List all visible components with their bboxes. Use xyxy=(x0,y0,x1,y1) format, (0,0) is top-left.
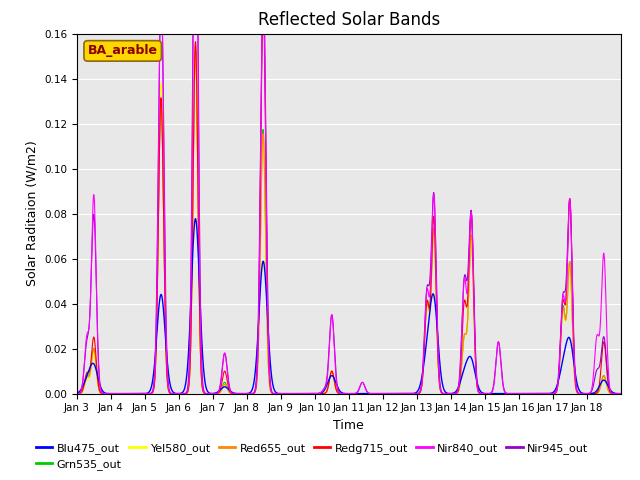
Nir840_out xyxy=(73,391,81,396)
Grn535_out xyxy=(502,391,509,396)
Blu475_out xyxy=(617,391,625,396)
Yel580_out xyxy=(191,52,199,58)
Text: BA_arable: BA_arable xyxy=(88,44,157,58)
Redg715_out xyxy=(184,387,192,393)
Red655_out xyxy=(617,391,625,396)
Yel580_out xyxy=(419,374,426,380)
Line: Red655_out: Red655_out xyxy=(77,50,621,394)
Yel580_out xyxy=(184,387,192,393)
Blu475_out xyxy=(502,391,509,396)
Line: Grn535_out: Grn535_out xyxy=(77,46,621,394)
Grn535_out xyxy=(534,391,542,396)
Red655_out xyxy=(184,387,192,393)
Nir945_out xyxy=(534,391,542,396)
Blu475_out xyxy=(376,391,383,396)
Line: Redg715_out: Redg715_out xyxy=(77,5,621,394)
Y-axis label: Solar Raditaion (W/m2): Solar Raditaion (W/m2) xyxy=(26,141,38,287)
Grn535_out xyxy=(376,391,383,396)
Blu475_out xyxy=(73,390,81,396)
Grn535_out xyxy=(191,43,199,49)
Nir840_out xyxy=(502,390,509,396)
Redg715_out xyxy=(467,213,474,218)
Grn535_out xyxy=(184,387,192,393)
Nir945_out xyxy=(184,378,192,384)
Line: Yel580_out: Yel580_out xyxy=(77,55,621,394)
Nir840_out xyxy=(534,391,542,396)
Line: Nir840_out: Nir840_out xyxy=(77,0,621,394)
Blu475_out xyxy=(191,216,199,222)
Blu475_out xyxy=(611,390,619,396)
Line: Nir945_out: Nir945_out xyxy=(77,0,621,394)
Nir945_out xyxy=(123,391,131,396)
Nir945_out xyxy=(502,389,509,395)
Yel580_out xyxy=(611,391,619,396)
Yel580_out xyxy=(376,391,383,396)
Blu475_out xyxy=(534,391,542,396)
Yel580_out xyxy=(73,391,81,396)
Yel580_out xyxy=(617,391,625,396)
Redg715_out xyxy=(502,391,509,396)
Blu475_out xyxy=(184,355,192,360)
Redg715_out xyxy=(259,2,267,8)
Red655_out xyxy=(376,391,383,396)
Yel580_out xyxy=(467,240,474,246)
Nir840_out xyxy=(467,212,474,218)
Red655_out xyxy=(73,391,81,396)
Nir945_out xyxy=(617,391,625,396)
Red655_out xyxy=(611,391,619,396)
Title: Reflected Solar Bands: Reflected Solar Bands xyxy=(258,11,440,29)
Blu475_out xyxy=(467,354,474,360)
Nir840_out xyxy=(617,391,625,396)
Redg715_out xyxy=(617,391,625,396)
Blu475_out xyxy=(419,369,426,375)
Yel580_out xyxy=(502,391,509,396)
Grn535_out xyxy=(611,391,619,396)
Red655_out xyxy=(467,236,474,241)
Legend: Blu475_out, Grn535_out, Yel580_out, Red655_out, Redg715_out, Nir840_out, Nir945_: Blu475_out, Grn535_out, Yel580_out, Red6… xyxy=(31,438,593,474)
Redg715_out xyxy=(611,391,619,396)
Redg715_out xyxy=(73,391,81,396)
Redg715_out xyxy=(376,391,383,396)
Line: Blu475_out: Blu475_out xyxy=(77,219,621,394)
Grn535_out xyxy=(617,391,625,396)
Redg715_out xyxy=(419,373,426,379)
Nir945_out xyxy=(419,366,426,372)
Nir945_out xyxy=(611,391,619,396)
Nir945_out xyxy=(73,391,81,396)
Yel580_out xyxy=(534,391,542,396)
Red655_out xyxy=(191,48,199,53)
X-axis label: Time: Time xyxy=(333,419,364,432)
Nir945_out xyxy=(467,209,474,215)
Grn535_out xyxy=(419,373,426,379)
Red655_out xyxy=(419,374,426,380)
Grn535_out xyxy=(73,391,81,396)
Nir840_out xyxy=(184,384,192,389)
Grn535_out xyxy=(467,236,474,241)
Nir840_out xyxy=(611,391,619,396)
Red655_out xyxy=(502,391,509,396)
Nir840_out xyxy=(123,391,131,396)
Redg715_out xyxy=(534,391,542,396)
Red655_out xyxy=(534,391,542,396)
Nir840_out xyxy=(419,371,426,377)
